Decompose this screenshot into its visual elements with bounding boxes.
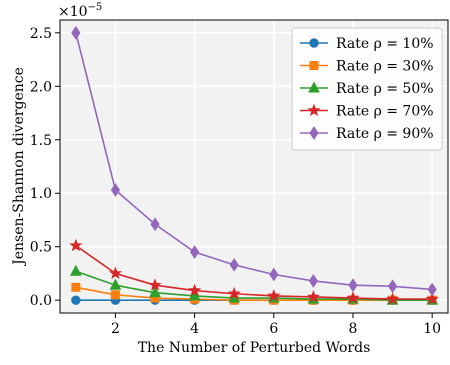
legend-item[interactable]: Rate ρ = 90% [300,126,434,142]
y-tick-label: 2.0 [30,79,52,95]
x-tick-label: 4 [190,321,199,337]
x-tick-label: 8 [349,321,358,337]
data-point [190,245,200,259]
data-point [70,264,82,276]
data-point [385,292,400,305]
legend-label: Rate ρ = 50% [336,81,434,97]
y-axis-label: Jensen-Shannon divergence [11,67,27,267]
legend-label: Rate ρ = 90% [336,126,434,142]
data-point [308,274,318,288]
legend-item[interactable]: Rate ρ = 70% [300,104,434,120]
data-point [110,290,120,300]
y-scale-exponent: −5 [88,2,103,13]
y-tick-label: 1.0 [30,186,52,202]
data-point [108,266,123,280]
data-point [149,286,161,298]
legend-label: Rate ρ = 30% [336,59,434,75]
data-point [148,278,162,291]
data-point [346,291,360,304]
y-tick-label: 0.0 [30,293,52,309]
legend[interactable]: Rate ρ = 10% Rate ρ = 30% Rate ρ = 50% Rate… [291,27,443,151]
legend-box [291,27,443,151]
legend-label: Rate ρ = 70% [336,104,434,120]
data-point [387,279,398,294]
data-point [109,278,122,290]
legend-marker [309,38,319,48]
series-5 [71,25,437,297]
y-tick-label: 2.5 [30,26,52,42]
series-layer [69,25,439,305]
data-point [69,238,83,252]
x-tick-label: 10 [423,321,441,337]
data-point [229,257,239,272]
data-point [269,267,279,282]
series-line [75,270,433,301]
legend-item[interactable]: Rate ρ = 10% [300,36,434,52]
data-point [427,282,437,297]
y-scale-label: ×10−5 [58,2,102,20]
data-point [306,290,320,303]
data-point [150,217,160,232]
legend-marker [307,103,321,117]
data-point [110,183,121,197]
plot-frame [59,19,449,314]
y-tick-label: 0.5 [30,240,52,256]
data-point [71,25,81,40]
series-line [75,244,433,300]
series-line [75,32,433,291]
data-point [188,283,202,297]
data-point [425,292,439,305]
legend-marker [309,61,319,70]
x-axis-label: The Number of Perturbed Words [138,340,371,356]
x-tick-label: 6 [269,321,278,337]
data-point [227,286,241,300]
legend-label: Rate ρ = 10% [336,36,434,52]
data-point [71,295,81,305]
y-tick-label: 1.5 [30,133,52,149]
data-point [71,282,81,292]
data-point [267,288,281,302]
legend-marker [308,81,320,93]
series-4 [69,238,439,305]
x-tick-label: 2 [111,321,120,337]
legend-item[interactable]: Rate ρ = 50% [300,81,434,97]
data-point [188,289,201,301]
axes: 2 4 6 8 10 0.0 0.5 1.0 1.5 2.0 2.5 [30,19,449,337]
legend-marker [309,126,319,140]
legend-item[interactable]: Rate ρ = 30% [300,59,434,75]
data-point [348,278,358,293]
